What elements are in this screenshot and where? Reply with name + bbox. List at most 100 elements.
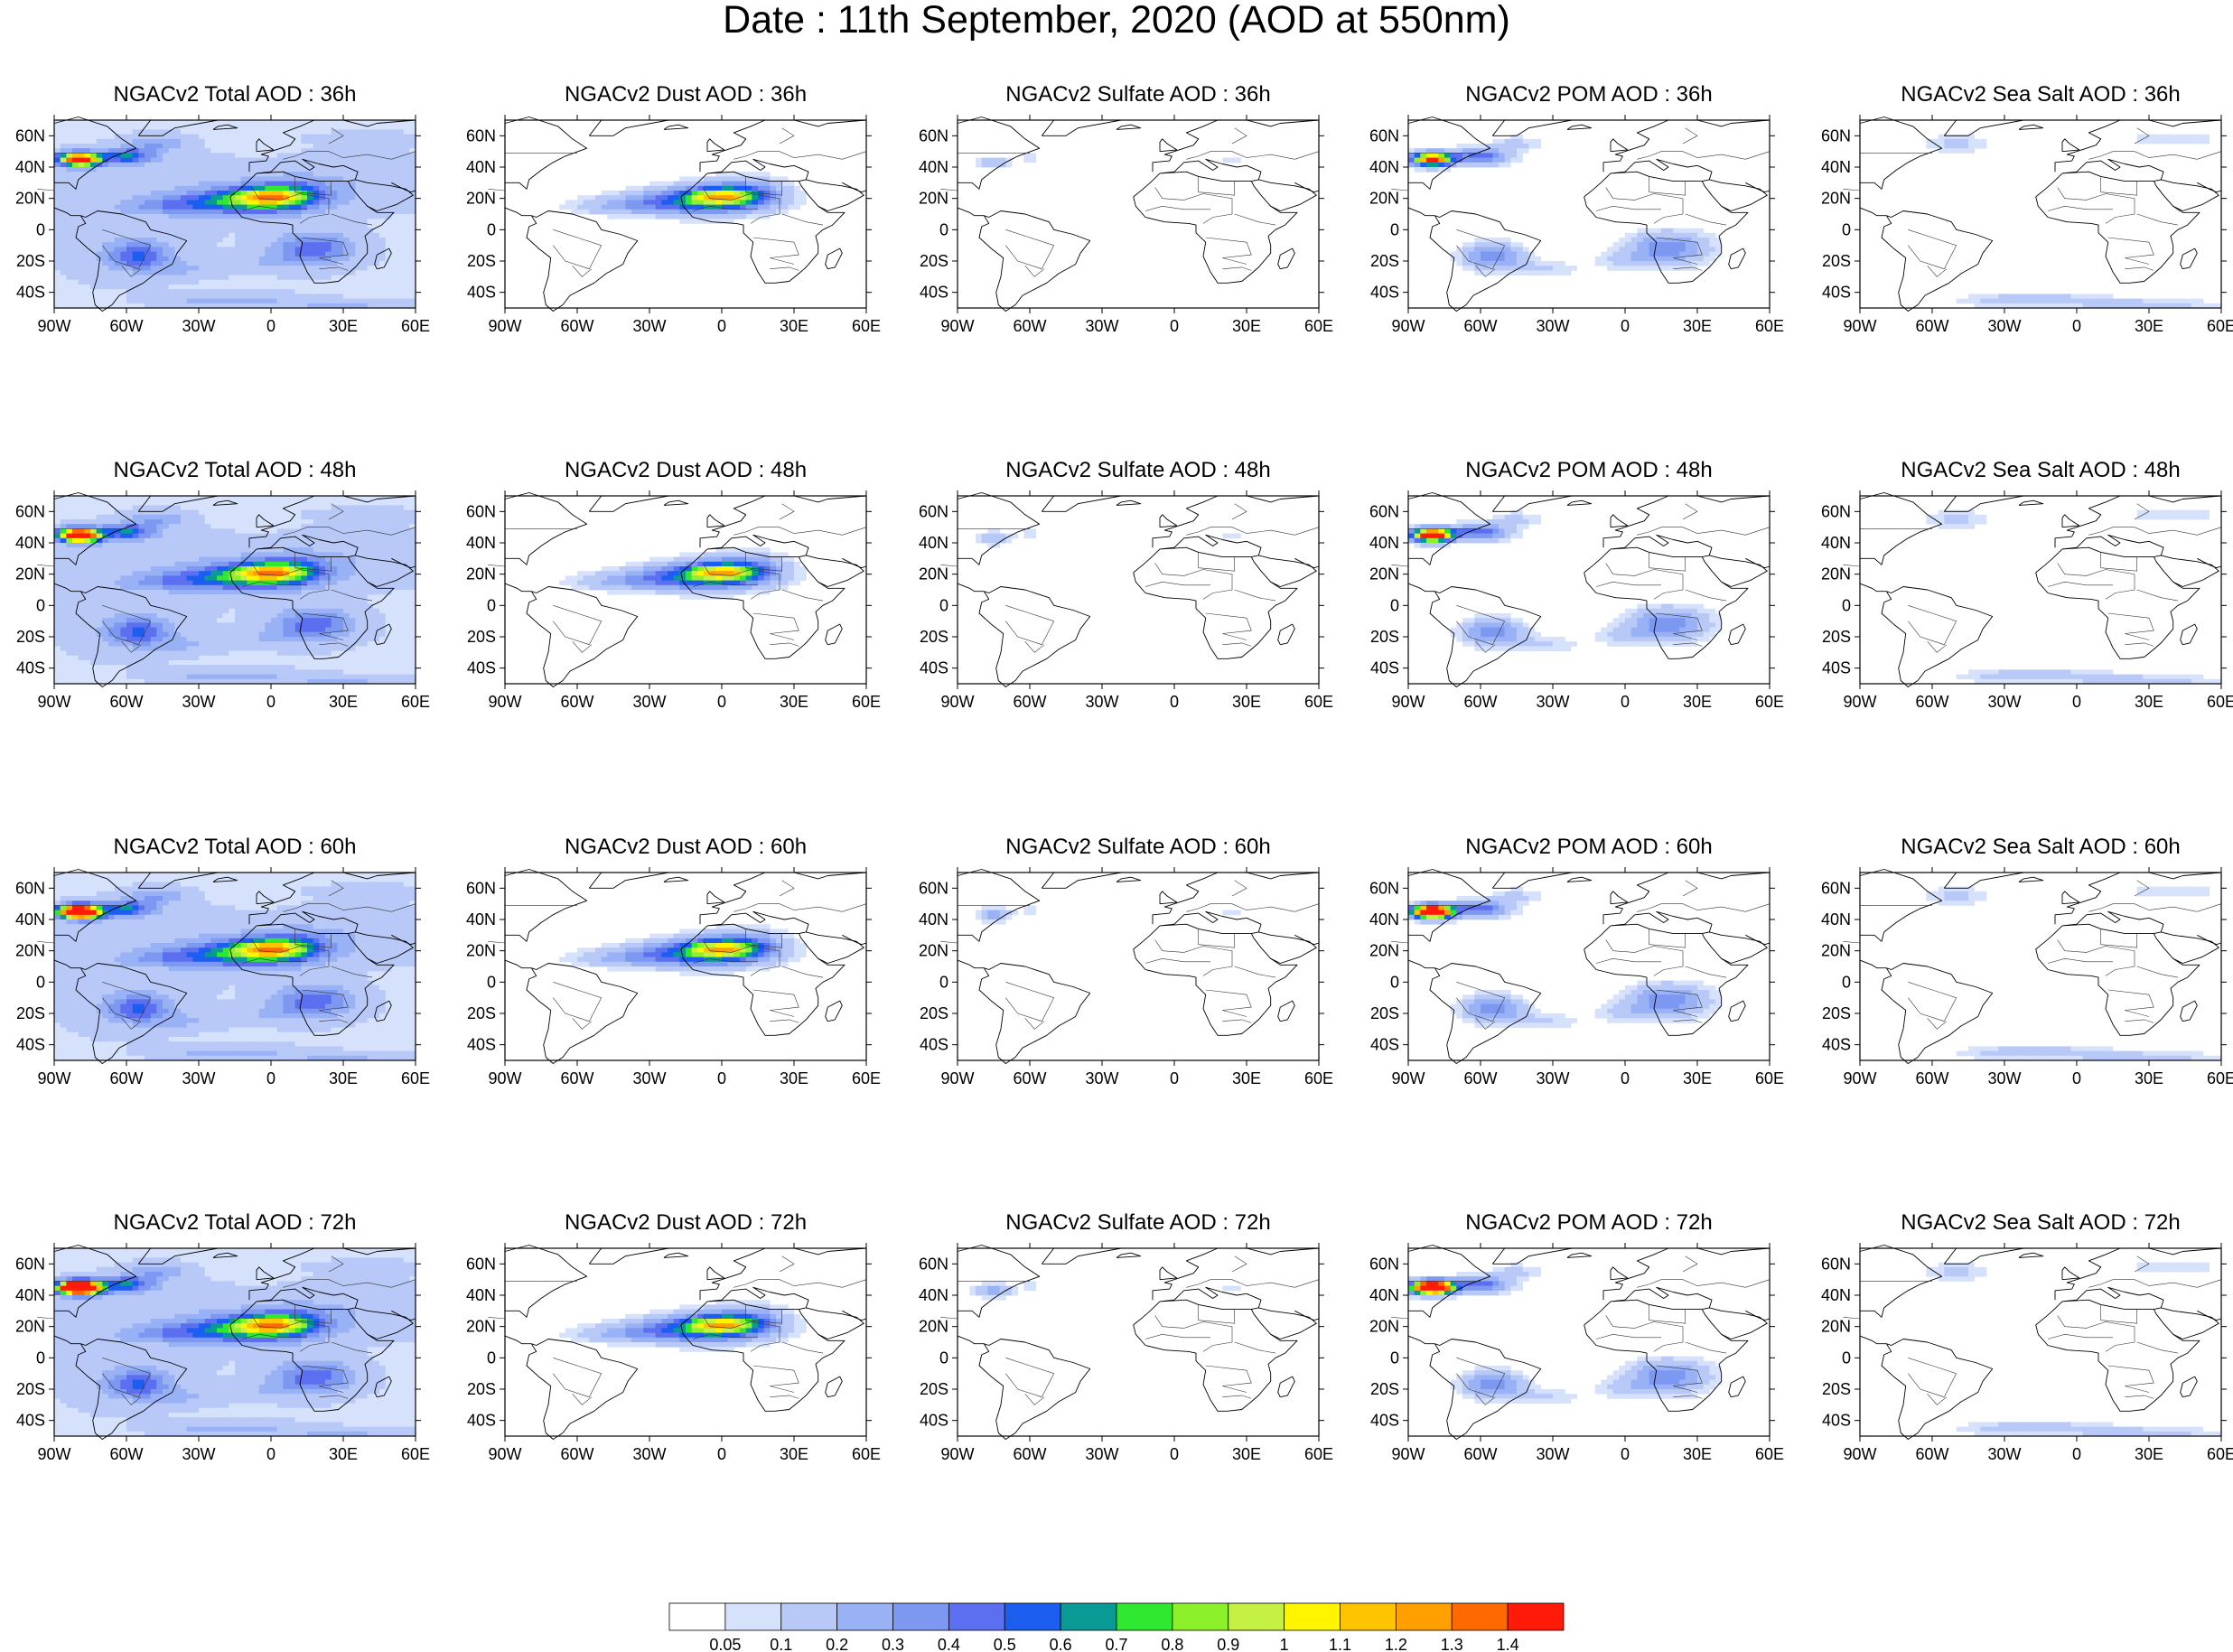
lat-tick-label: 60N <box>15 126 45 145</box>
aod-field <box>969 1281 1241 1301</box>
lon-tick-label: 30W <box>1085 317 1118 335</box>
map-panel-total-36h: NGACv2 Total AOD : 36h 90W 60W 30W 0 30E 60E 60… <box>15 82 430 335</box>
lat-tick-label: 20S <box>1822 1380 1851 1398</box>
lon-tick-label: 60W <box>1013 1445 1046 1463</box>
colorbar-box <box>724 1602 782 1631</box>
map-frame <box>1407 872 1771 1061</box>
lon-tick-label: 30E <box>780 693 808 711</box>
aod-map: 90W 60W 30W 0 30E 60E 60N 40N 20N 0 20S 40S <box>1821 1243 2233 1463</box>
country-borders <box>1843 1255 2222 1405</box>
lat-tick-label: 0 <box>1390 973 1399 991</box>
colorbar-box <box>780 1602 838 1631</box>
coastlines <box>1407 117 1771 312</box>
map-frame <box>957 872 1320 1061</box>
lat-tick-label: 40S <box>467 1412 496 1430</box>
panel-title: NGACv2 Sulfate AOD : 72h <box>1005 1210 1271 1235</box>
country-borders <box>940 880 1320 1030</box>
colorbar-label: 1.2 <box>1385 1636 1407 1652</box>
lat-tick-label: 0 <box>1842 220 1851 238</box>
lon-tick-label: 30W <box>1536 317 1569 335</box>
panel-title: NGACv2 Sulfate AOD : 48h <box>1005 458 1271 482</box>
aod-field <box>54 496 416 685</box>
country-borders <box>37 880 416 1030</box>
colorbar-box <box>1507 1602 1565 1631</box>
lon-tick-label: 90W <box>37 693 70 711</box>
lon-tick-label: 0 <box>717 317 726 335</box>
lat-tick-label: 60N <box>466 126 496 145</box>
map-frame <box>53 1247 416 1437</box>
lat-tick-label: 60N <box>15 502 45 520</box>
lon-tick-label: 60W <box>1915 1445 1948 1463</box>
lat-tick-label: 40S <box>1370 659 1399 677</box>
map-panel-dust-60h: NGACv2 Dust AOD : 60h 90W 60W 30W 0 30E 60E 60N… <box>466 835 881 1087</box>
lon-tick-label: 0 <box>1621 317 1630 335</box>
lat-tick-label: 40N <box>1821 1286 1851 1304</box>
panel-title: NGACv2 Total AOD : 60h <box>113 835 357 859</box>
panel-title: NGACv2 POM AOD : 60h <box>1465 835 1713 859</box>
map-panel-pom-36h: NGACv2 POM AOD : 36h 90W 60W 30W 0 30E 60E 60N 4… <box>1369 82 1784 335</box>
colorbar-label: 0.3 <box>882 1636 904 1652</box>
map-frame <box>957 1247 1320 1437</box>
colorbar-box <box>1284 1602 1341 1631</box>
lat-tick-label: 20N <box>466 190 496 208</box>
colorbar-box <box>948 1602 1005 1631</box>
lat-tick-label: 20N <box>1369 1318 1399 1336</box>
lat-tick-label: 40N <box>15 910 45 929</box>
coastlines <box>1407 1245 1771 1440</box>
lon-tick-label: 60E <box>401 1069 430 1087</box>
lat-tick-label: 60N <box>1369 126 1399 145</box>
lat-tick-label: 20S <box>467 1004 496 1022</box>
lon-tick-label: 60W <box>1463 1445 1497 1463</box>
map-frame <box>504 119 867 309</box>
aod-map: 90W 60W 30W 0 30E 60E 60N 40N 20N 0 20S 40S <box>466 490 881 711</box>
lon-tick-label: 60E <box>1304 1445 1333 1463</box>
map-panel-seasalt-48h: NGACv2 Sea Salt AOD : 48h 90W 60W 30W 0 30E 60… <box>1821 458 2233 711</box>
lat-tick-label: 0 <box>1842 1349 1851 1367</box>
lat-tick-label: 20S <box>1822 1004 1851 1022</box>
aod-map: 90W 60W 30W 0 30E 60E 60N 40N 20N 0 20S 40S <box>1369 490 1784 711</box>
lat-tick-label: 20N <box>1369 565 1399 583</box>
map-frame <box>53 495 416 685</box>
lon-tick-label: 60E <box>2207 1069 2233 1087</box>
colorbar-box <box>1004 1602 1061 1631</box>
aod-map: 90W 60W 30W 0 30E 60E 60N 40N 20N 0 20S 40S <box>1821 867 2233 1087</box>
aod-map: 90W 60W 30W 0 30E 60E 60N 40N 20N 0 20S 40S <box>919 867 1333 1087</box>
lon-tick-label: 0 <box>266 693 276 711</box>
colorbar-label: 0.1 <box>770 1636 792 1652</box>
lon-tick-label: 30W <box>182 317 215 335</box>
lon-tick-label: 60W <box>109 693 143 711</box>
map-frame <box>1407 495 1771 685</box>
lat-tick-label: 20N <box>15 190 45 208</box>
lon-tick-label: 60W <box>1915 693 1948 711</box>
lat-tick-label: 20S <box>467 1380 496 1398</box>
colorbar-box <box>1340 1602 1397 1631</box>
colorbar-label: 1.3 <box>1441 1636 1463 1652</box>
lat-tick-label: 0 <box>939 220 948 238</box>
panel-title: NGACv2 POM AOD : 72h <box>1465 1210 1713 1235</box>
lon-tick-label: 60W <box>1463 1069 1497 1087</box>
coastlines <box>53 117 416 312</box>
coastlines <box>1407 869 1771 1064</box>
lat-tick-label: 40S <box>16 1412 45 1430</box>
lon-tick-label: 90W <box>940 1445 974 1463</box>
lon-tick-label: 60E <box>852 1069 881 1087</box>
lon-tick-label: 30E <box>329 1069 358 1087</box>
lat-tick-label: 60N <box>919 502 948 520</box>
lon-tick-label: 60E <box>852 1445 881 1463</box>
panel-title: NGACv2 Sulfate AOD : 36h <box>1005 82 1271 107</box>
country-borders <box>488 503 867 653</box>
lat-tick-label: 60N <box>1821 502 1851 520</box>
lat-tick-label: 0 <box>36 596 45 614</box>
lat-tick-label: 40S <box>467 1036 496 1054</box>
aod-field <box>1926 886 2222 1061</box>
lat-tick-label: 0 <box>487 973 496 991</box>
lon-tick-label: 60W <box>1013 317 1046 335</box>
lon-tick-label: 30W <box>1987 317 2021 335</box>
lon-tick-label: 90W <box>488 1445 521 1463</box>
map-panel-pom-60h: NGACv2 POM AOD : 60h 90W 60W 30W 0 30E 60E 60N 4… <box>1369 835 1784 1087</box>
lon-tick-label: 90W <box>1843 693 1876 711</box>
lon-tick-label: 90W <box>488 317 521 335</box>
lon-tick-label: 60E <box>852 317 881 335</box>
lon-tick-label: 30W <box>632 693 666 711</box>
map-frame <box>957 119 1320 309</box>
